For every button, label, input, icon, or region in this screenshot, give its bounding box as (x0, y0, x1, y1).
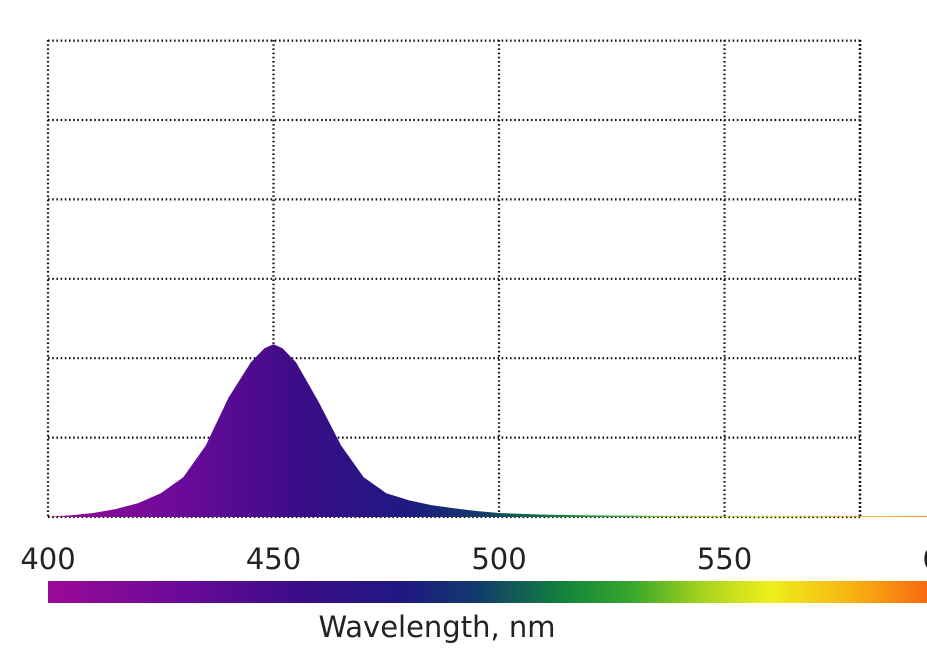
wavelength-color-bar (48, 581, 927, 603)
x-tick-label: 450 (246, 542, 301, 576)
x-tick-label: 600 (922, 542, 927, 576)
x-axis-label: Wavelength, nm (318, 610, 555, 644)
x-tick-label: 500 (471, 542, 526, 576)
x-tick-label: 550 (697, 542, 752, 576)
x-axis-tick-labels: 400450500550600650700750 (20, 542, 927, 576)
x-tick-label: 400 (20, 542, 75, 576)
grid (46, 39, 862, 519)
spectral-peak-1 (48, 344, 927, 517)
spectral-curves (48, 344, 927, 517)
